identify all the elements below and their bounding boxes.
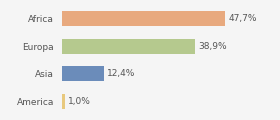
Bar: [62, 66, 104, 81]
Bar: [62, 11, 225, 26]
Text: 1,0%: 1,0%: [68, 97, 91, 106]
Text: 38,9%: 38,9%: [198, 42, 227, 51]
Bar: [62, 39, 195, 54]
Text: 47,7%: 47,7%: [228, 14, 256, 23]
Text: 12,4%: 12,4%: [107, 69, 135, 78]
Bar: [62, 94, 65, 109]
